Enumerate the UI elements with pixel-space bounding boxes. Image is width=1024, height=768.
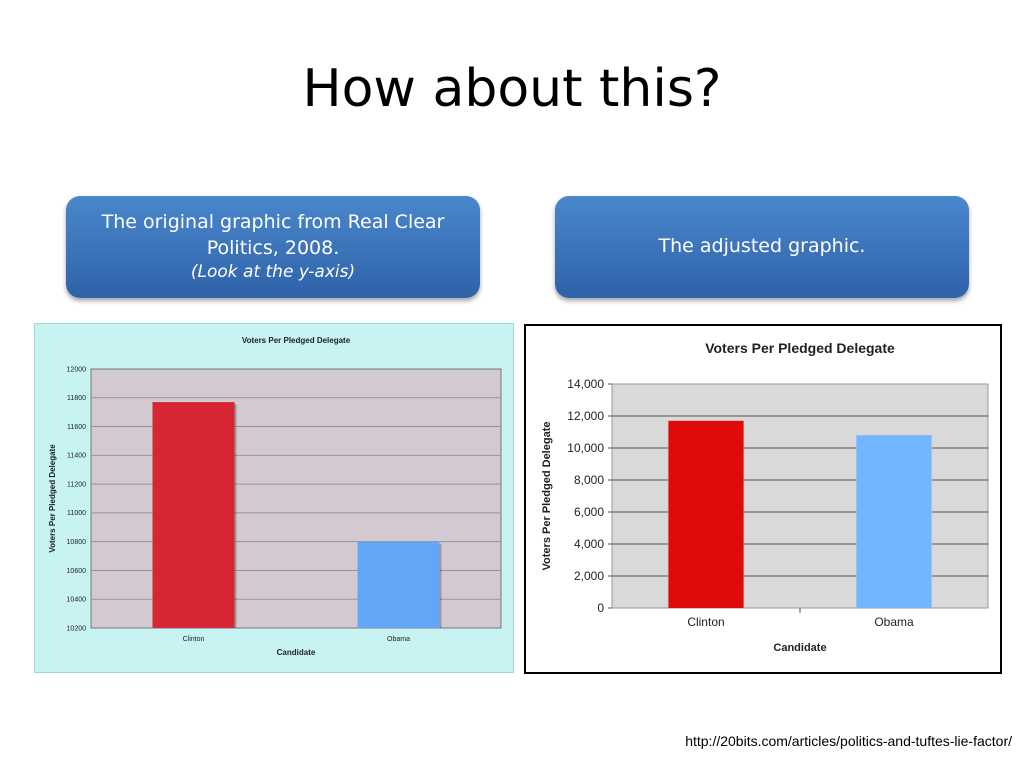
original-y-axis-label: Voters Per Pledged Delegate bbox=[48, 444, 57, 553]
original-y-tick-label: 12000 bbox=[67, 366, 87, 373]
original-chart-svg: Voters Per Pledged Delegate 10200 10400 106… bbox=[48, 336, 502, 657]
original-y-tick-label: 10800 bbox=[67, 539, 87, 546]
adjusted-y-tick-label: 2,000 bbox=[574, 569, 604, 583]
adjusted-graphic-caption: The adjusted graphic. bbox=[658, 235, 866, 258]
original-y-tick-label: 10400 bbox=[67, 597, 87, 604]
adjusted-y-tick-label: 12,000 bbox=[567, 409, 604, 423]
adjusted-bar-obama bbox=[856, 435, 932, 608]
original-y-tick-label: 11600 bbox=[67, 424, 86, 431]
original-y-tick-label: 11800 bbox=[67, 395, 86, 402]
adjusted-chart-svg: Voters Per Pledged Delegate 0 2,000 4,000 6,… bbox=[541, 340, 989, 654]
adjusted-x-tick-label: Clinton bbox=[687, 615, 724, 629]
original-x-tick-label: Clinton bbox=[183, 636, 205, 643]
source-link[interactable]: http://20bits.com/articles/politics-and-… bbox=[685, 733, 1012, 749]
original-bar-clinton bbox=[152, 402, 235, 628]
adjusted-y-axis-label: Voters Per Pledged Delegate bbox=[541, 422, 553, 571]
adjusted-y-tick-label: 6,000 bbox=[574, 505, 604, 519]
adjusted-graphic-callout: The adjusted graphic. bbox=[555, 196, 969, 298]
adjusted-x-axis-label: Candidate bbox=[773, 642, 826, 654]
adjusted-chart-title: Voters Per Pledged Delegate bbox=[705, 340, 895, 356]
original-graphic-callout: The original graphic from Real Clear Pol… bbox=[66, 196, 480, 298]
adjusted-chart: Voters Per Pledged Delegate 0 2,000 4,000 6,… bbox=[524, 324, 1002, 674]
adjusted-y-tick-label: 10,000 bbox=[567, 441, 604, 455]
original-y-tick-label: 10600 bbox=[67, 568, 87, 575]
adjusted-bar-clinton bbox=[668, 420, 744, 608]
original-y-tick-label: 11400 bbox=[67, 453, 86, 460]
slide-title: How about this? bbox=[302, 59, 722, 119]
original-x-tick-label: Obama bbox=[387, 636, 410, 643]
original-bar-obama bbox=[357, 541, 440, 628]
adjusted-y-tick-label: 4,000 bbox=[574, 537, 604, 551]
adjusted-y-tick-label: 0 bbox=[597, 601, 604, 615]
original-graphic-caption: The original graphic from Real Clear Pol… bbox=[101, 210, 445, 259]
original-y-tick-label: 10200 bbox=[67, 625, 87, 632]
y-axis-note: (Look at the y-axis) bbox=[190, 262, 356, 283]
original-y-tick-label: 11000 bbox=[67, 510, 86, 517]
original-chart-title: Voters Per Pledged Delegate bbox=[242, 336, 351, 345]
adjusted-x-tick-label: Obama bbox=[874, 615, 914, 629]
original-x-axis-label: Candidate bbox=[277, 648, 316, 657]
original-chart: Voters Per Pledged Delegate 10200 10400 106… bbox=[34, 323, 514, 673]
original-y-tick-label: 11200 bbox=[67, 481, 86, 488]
adjusted-y-tick-label: 8,000 bbox=[574, 473, 604, 487]
adjusted-y-tick-label: 14,000 bbox=[567, 377, 604, 391]
